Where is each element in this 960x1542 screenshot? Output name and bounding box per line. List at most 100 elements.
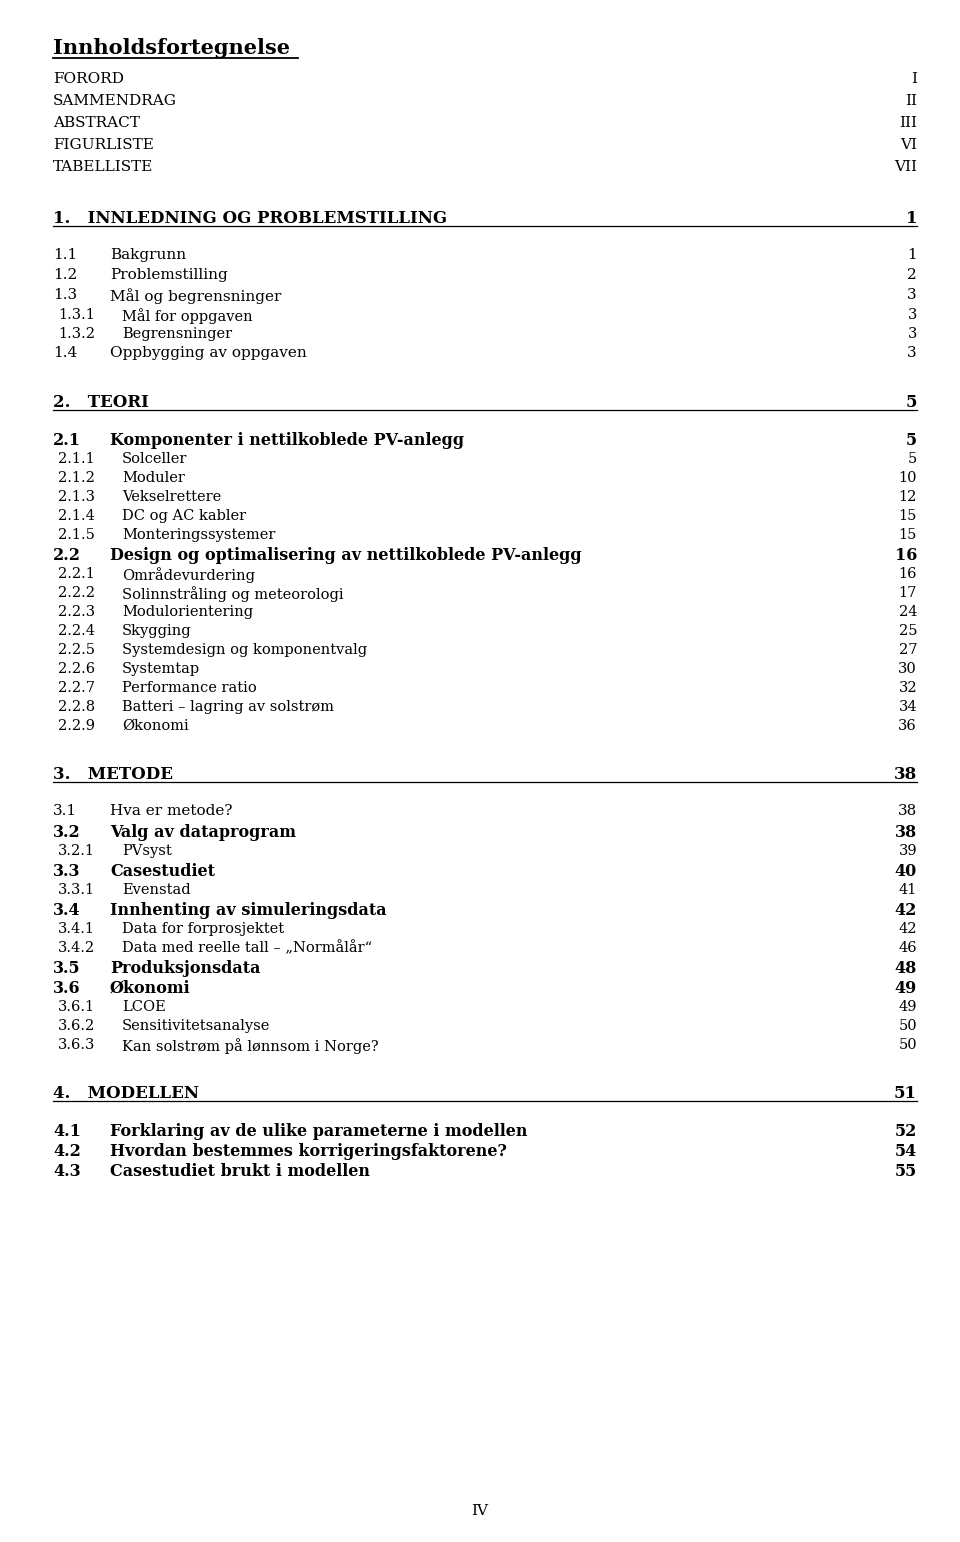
Text: 55: 55 [895,1163,917,1180]
Text: 1.3: 1.3 [53,288,77,302]
Text: 2.1.4: 2.1.4 [58,509,95,523]
Text: 40: 40 [895,864,917,880]
Text: PVsyst: PVsyst [122,843,172,857]
Text: IV: IV [471,1503,489,1517]
Text: LCOE: LCOE [122,1001,166,1015]
Text: 3.6: 3.6 [53,981,81,998]
Text: DC og AC kabler: DC og AC kabler [122,509,246,523]
Text: 15: 15 [899,509,917,523]
Text: 3.6.1: 3.6.1 [58,1001,95,1015]
Text: 46: 46 [899,941,917,954]
Text: Monteringssystemer: Monteringssystemer [122,527,276,541]
Text: Evenstad: Evenstad [122,884,191,897]
Text: 30: 30 [899,662,917,675]
Text: 2.2.9: 2.2.9 [58,719,95,732]
Text: Systemdesign og komponentvalg: Systemdesign og komponentvalg [122,643,367,657]
Text: Data med reelle tall – „Normålår“: Data med reelle tall – „Normålår“ [122,941,372,956]
Text: 3.3: 3.3 [53,864,81,880]
Text: Innholdsfortegnelse: Innholdsfortegnelse [53,39,290,59]
Text: 2.2.5: 2.2.5 [58,643,95,657]
Text: 3: 3 [907,327,917,341]
Text: 2.2.7: 2.2.7 [58,682,95,695]
Text: I: I [911,72,917,86]
Text: 4.   MODELLEN: 4. MODELLEN [53,1086,199,1103]
Text: Mål for oppgaven: Mål for oppgaven [122,308,252,324]
Text: Casestudiet: Casestudiet [110,864,215,880]
Text: 27: 27 [899,643,917,657]
Text: Områdevurdering: Områdevurdering [122,567,255,583]
Text: 42: 42 [895,902,917,919]
Text: 1: 1 [907,248,917,262]
Text: 50: 50 [899,1019,917,1033]
Text: 4.2: 4.2 [53,1143,81,1160]
Text: Solceller: Solceller [122,452,187,466]
Text: FIGURLISTE: FIGURLISTE [53,137,154,153]
Text: 5: 5 [908,452,917,466]
Text: 3: 3 [907,288,917,302]
Text: 3.3.1: 3.3.1 [58,884,95,897]
Text: 2.2.4: 2.2.4 [58,625,95,638]
Text: Økonomi: Økonomi [122,719,189,732]
Text: 2.2.2: 2.2.2 [58,586,95,600]
Text: 24: 24 [899,604,917,618]
Text: Performance ratio: Performance ratio [122,682,256,695]
Text: Vekselrettere: Vekselrettere [122,490,221,504]
Text: 3.6.2: 3.6.2 [58,1019,95,1033]
Text: 4.3: 4.3 [53,1163,81,1180]
Text: 12: 12 [899,490,917,504]
Text: 2.2: 2.2 [53,547,81,564]
Text: Moduler: Moduler [122,470,185,486]
Text: 38: 38 [894,766,917,783]
Text: 49: 49 [895,981,917,998]
Text: VI: VI [900,137,917,153]
Text: 2.2.8: 2.2.8 [58,700,95,714]
Text: 3.4.2: 3.4.2 [58,941,95,954]
Text: 52: 52 [895,1123,917,1140]
Text: 1.2: 1.2 [53,268,77,282]
Text: 2.1.5: 2.1.5 [58,527,95,541]
Text: 2.1.2: 2.1.2 [58,470,95,486]
Text: 39: 39 [899,843,917,857]
Text: ABSTRACT: ABSTRACT [53,116,140,130]
Text: 15: 15 [899,527,917,541]
Text: Design og optimalisering av nettilkoblede PV-anlegg: Design og optimalisering av nettilkobled… [110,547,582,564]
Text: 48: 48 [895,961,917,978]
Text: 2.1.1: 2.1.1 [58,452,95,466]
Text: Innhenting av simuleringsdata: Innhenting av simuleringsdata [110,902,387,919]
Text: 3.6.3: 3.6.3 [58,1038,95,1052]
Text: 3.1: 3.1 [53,803,77,817]
Text: Modulorientering: Modulorientering [122,604,253,618]
Text: Hva er metode?: Hva er metode? [110,803,232,817]
Text: 16: 16 [899,567,917,581]
Text: 50: 50 [899,1038,917,1052]
Text: 1.3.2: 1.3.2 [58,327,95,341]
Text: Komponenter i nettilkoblede PV-anlegg: Komponenter i nettilkoblede PV-anlegg [110,432,464,449]
Text: Data for forprosjektet: Data for forprosjektet [122,922,284,936]
Text: 3.4.1: 3.4.1 [58,922,95,936]
Text: 38: 38 [895,823,917,840]
Text: 5: 5 [906,432,917,449]
Text: Bakgrunn: Bakgrunn [110,248,186,262]
Text: 17: 17 [899,586,917,600]
Text: Forklaring av de ulike parameterne i modellen: Forklaring av de ulike parameterne i mod… [110,1123,527,1140]
Text: 3: 3 [907,345,917,359]
Text: 34: 34 [899,700,917,714]
Text: 2.2.1: 2.2.1 [58,567,95,581]
Text: Solinnstråling og meteorologi: Solinnstråling og meteorologi [122,586,344,601]
Text: 2.2.3: 2.2.3 [58,604,95,618]
Text: 42: 42 [899,922,917,936]
Text: Produksjonsdata: Produksjonsdata [110,961,260,978]
Text: Kan solstrøm på lønnsom i Norge?: Kan solstrøm på lønnsom i Norge? [122,1038,378,1053]
Text: 16: 16 [895,547,917,564]
Text: Økonomi: Økonomi [110,981,191,998]
Text: 1.4: 1.4 [53,345,77,359]
Text: 3.2.1: 3.2.1 [58,843,95,857]
Text: 54: 54 [895,1143,917,1160]
Text: 2.   TEORI: 2. TEORI [53,395,149,412]
Text: 4.1: 4.1 [53,1123,81,1140]
Text: II: II [905,94,917,108]
Text: VII: VII [894,160,917,174]
Text: 36: 36 [899,719,917,732]
Text: Begrensninger: Begrensninger [122,327,232,341]
Text: 3.5: 3.5 [53,961,81,978]
